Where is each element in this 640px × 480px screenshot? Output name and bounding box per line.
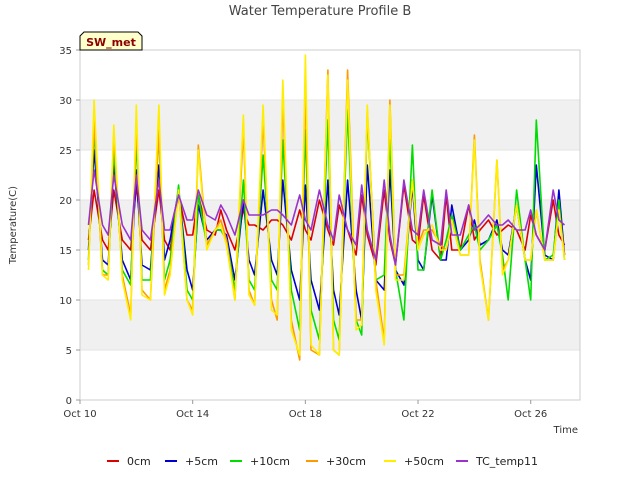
- x-tick-label: Oct 26: [514, 409, 547, 420]
- plot-frame: [79, 49, 581, 401]
- grid-band: [80, 300, 580, 350]
- x-axis-label: Time: [553, 425, 578, 436]
- legend-label: 0cm: [127, 455, 151, 468]
- badge-label: SW_met: [86, 36, 136, 49]
- y-tick-label: 30: [59, 96, 72, 107]
- series-lines: [87, 54, 566, 361]
- legend-label: +50cm: [404, 455, 444, 468]
- y-tick-label: 25: [59, 146, 72, 157]
- y-tick-label: 15: [59, 246, 72, 257]
- legend-label: +5cm: [185, 455, 218, 468]
- legend-label: TC_temp11: [475, 455, 538, 468]
- series-line-tc-temp11: [87, 169, 566, 266]
- site-badge: SW_met: [79, 31, 143, 51]
- x-tick-label: Oct 22: [401, 409, 434, 420]
- series-line-0cm: [87, 184, 566, 266]
- legend-label: +10cm: [250, 455, 290, 468]
- badge-shape: [79, 31, 143, 51]
- y-tick-label: 35: [59, 46, 72, 57]
- legend-label: +30cm: [326, 455, 366, 468]
- series-line--5cm: [87, 149, 566, 321]
- y-tick-label: 5: [66, 346, 72, 357]
- x-tick-label: Oct 10: [63, 409, 96, 420]
- chart-title: Water Temperature Profile B: [229, 4, 412, 19]
- series-line--10cm: [87, 109, 566, 341]
- y-tick-label: 0: [66, 396, 72, 407]
- x-tick-label: Oct 18: [289, 409, 322, 420]
- series-line--50cm: [87, 54, 566, 356]
- x-tick-label: Oct 14: [176, 409, 209, 420]
- y-axis: 0 5 10 15 20 25 30 35: [59, 46, 80, 407]
- y-axis-label: Temperature(C): [8, 186, 19, 265]
- x-axis: Oct 10 Oct 14 Oct 18 Oct 22 Oct 26: [63, 400, 547, 420]
- legend: 0cm +5cm +10cm +30cm +50cm TC_temp11: [107, 455, 538, 468]
- y-tick-label: 20: [59, 196, 72, 207]
- y-tick-label: 10: [59, 296, 72, 307]
